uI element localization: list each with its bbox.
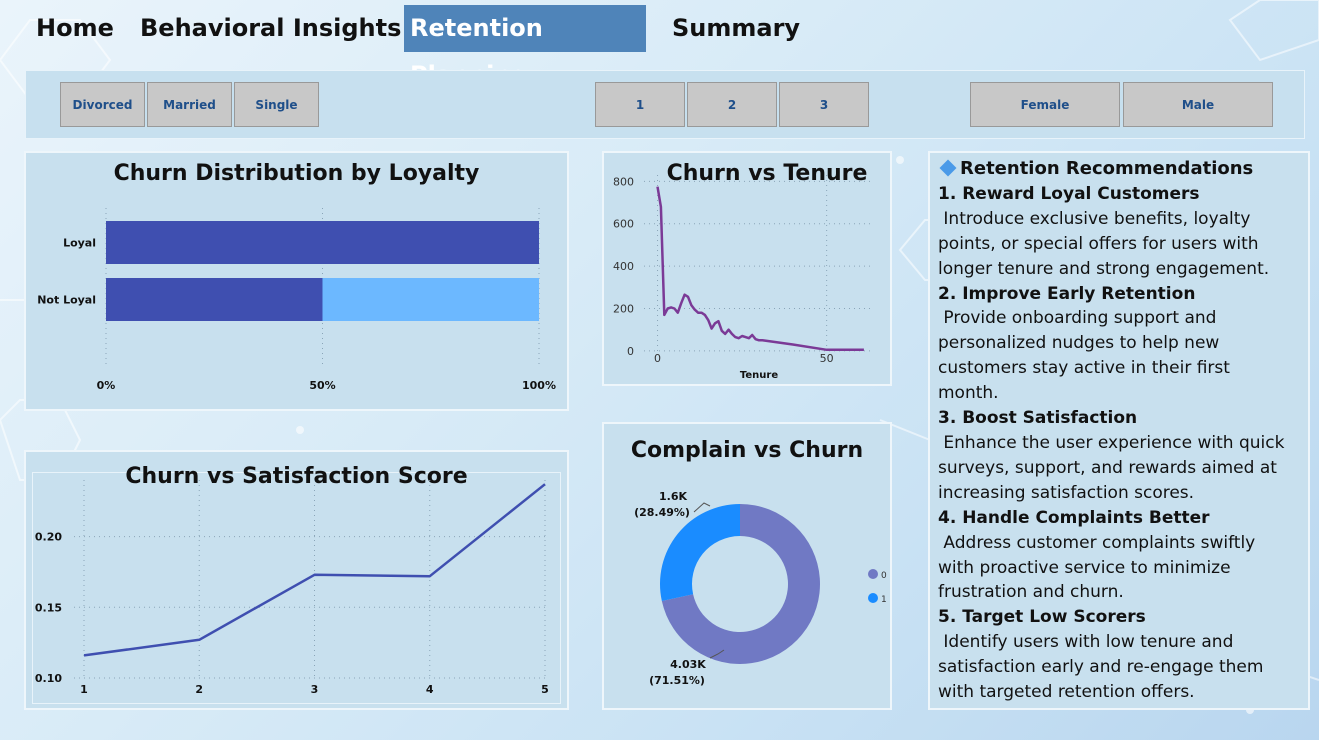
recommendation-text: month. [938,383,999,404]
x-tick-label: 4 [426,683,434,696]
recommendation-text: Enhance the user experience with quick [938,432,1285,453]
recommendation-text: surveys, support, and rewards aimed at [938,457,1277,478]
satisfaction-series-line [83,483,546,657]
x-tick-label: 100% [522,379,556,392]
recommendation-text: Introduce exclusive benefits, loyalty [938,208,1251,229]
nav-behavioral-insights[interactable]: Behavioral Insights [140,14,402,42]
recommendation-text: frustration and churn. [938,582,1124,603]
slice-percent-label: (28.49%) [634,506,690,519]
filter-tier-3-button[interactable]: 3 [779,82,869,127]
recommendations-title: Retention Recommendations [960,158,1254,179]
x-tick-label: 2 [195,683,203,696]
y-tick-label: 0.10 [35,672,62,685]
recommendation-text: increasing satisfaction scores. [938,482,1195,503]
y-tick-label: 400 [613,260,634,273]
bar-segment [106,221,539,264]
recommendation-text: satisfaction early and re-engage them [938,657,1264,678]
satisfaction-plot-frame [32,472,561,704]
recommendation-heading: 4. Handle Complaints Better [938,507,1210,528]
filter-single-button[interactable]: Single [234,82,319,127]
slice-percent-label: (71.51%) [649,674,705,687]
tenure-series-line [656,186,864,352]
tenure-line-chart: 0 200 400 600 800 0 50 Tenure [613,175,874,381]
filter-tier-1-button[interactable]: 1 [595,82,685,127]
bar-segment [106,278,323,321]
x-tick-label: 5 [541,683,549,696]
donut-slice [661,504,820,664]
label-leader-line [693,502,711,513]
recommendation-text: points, or special offers for users with [938,233,1259,254]
satisfaction-line-chart: 0.10 0.15 0.20 1 2 3 4 5 [35,480,549,696]
recommendation-heading: 2. Improve Early Retention [938,283,1196,304]
filter-male-button[interactable]: Male [1123,82,1273,127]
x-tick-label: 50% [309,379,335,392]
loyalty-chart-title: Churn Distribution by Loyalty [113,161,480,186]
recommendation-heading: 1. Reward Loyal Customers [938,183,1200,204]
slice-value-label: 1.6K [659,490,687,503]
diamond-icon [939,159,957,177]
recommendation-text: Address customer complaints swiftly [938,532,1256,553]
donut-slice [660,504,740,602]
y-tick-label: 200 [613,303,634,316]
recommendations-list: Retention Recommendations 1. Reward Loya… [930,153,1308,705]
filter-tier-2-button[interactable]: 2 [687,82,777,127]
recommendation-heading: 3. Boost Satisfaction [938,408,1138,429]
complain-donut-chart: 1.6K (28.49%) 4.03K (71.51%) 0 1 [634,490,887,687]
legend-swatch [868,569,878,579]
complain-chart-panel: Complain vs Churn 1.6K (28.49%) 4.03K (71.5… [602,422,892,710]
y-tick-label: 0 [627,345,634,358]
recommendation-text: customers stay active in their first [938,358,1230,379]
y-tick-label: 0.15 [35,601,62,614]
label-leader-line [709,649,725,659]
x-tick-label: 0% [97,379,116,392]
y-tick-label: 600 [613,218,634,231]
nav-summary[interactable]: Summary [672,14,801,42]
recommendation-text: with proactive service to minimize [938,557,1231,578]
recommendation-text: personalized nudges to help new [938,333,1220,354]
category-label: Not Loyal [37,294,96,307]
tenure-chart-panel: Churn vs Tenure 0 200 400 600 800 0 50 Tenure [602,151,892,386]
recommendation-text: with targeted retention offers. [938,682,1195,703]
slice-value-label: 4.03K [670,658,706,671]
recommendation-text: longer tenure and strong engagement. [938,258,1270,279]
legend-label: 0 [881,571,887,581]
satisfaction-chart-panel: Churn vs Satisfaction Score 0.10 0.15 0.20… [24,450,569,710]
recommendation-text: Identify users with low tenure and [938,632,1234,653]
loyalty-chart-panel: Churn Distribution by Loyalty Loyal Not L… [24,151,569,411]
bar-segment [322,278,539,321]
y-tick-label: 800 [613,175,634,188]
category-label: Loyal [63,237,96,250]
loyalty-bar-chart: Loyal Not Loyal 0% 50% 100% [37,208,556,392]
legend-label: 1 [881,595,887,605]
nav-home[interactable]: Home [36,14,114,42]
recommendations-heading: Retention Recommendations [938,157,1300,182]
tenure-chart-title: Churn vs Tenure [666,161,868,186]
recommendations-panel: Retention Recommendations 1. Reward Loya… [928,151,1310,710]
satisfaction-chart-title: Churn vs Satisfaction Score [125,464,468,489]
filter-female-button[interactable]: Female [970,82,1120,127]
complain-chart-title: Complain vs Churn [630,438,864,463]
x-tick-label: 3 [311,683,319,696]
legend-swatch [868,593,878,603]
x-tick-label: 50 [820,352,834,365]
recommendation-text: Provide onboarding support and [938,308,1217,329]
filter-bar: Divorced Married Single 1 2 3 Female Mal… [25,70,1305,139]
recommendation-heading: 5. Target Low Scorers [938,607,1146,628]
nav-retention-planning[interactable]: Retention Planning [404,5,646,89]
filter-married-button[interactable]: Married [147,82,232,127]
y-tick-label: 0.20 [35,531,62,544]
x-tick-label: 1 [80,683,88,696]
x-axis-label: Tenure [740,370,778,381]
x-tick-label: 0 [654,352,661,365]
top-navigation: Home Behavioral Insights Retention Plann… [0,0,1319,89]
filter-divorced-button[interactable]: Divorced [60,82,145,127]
